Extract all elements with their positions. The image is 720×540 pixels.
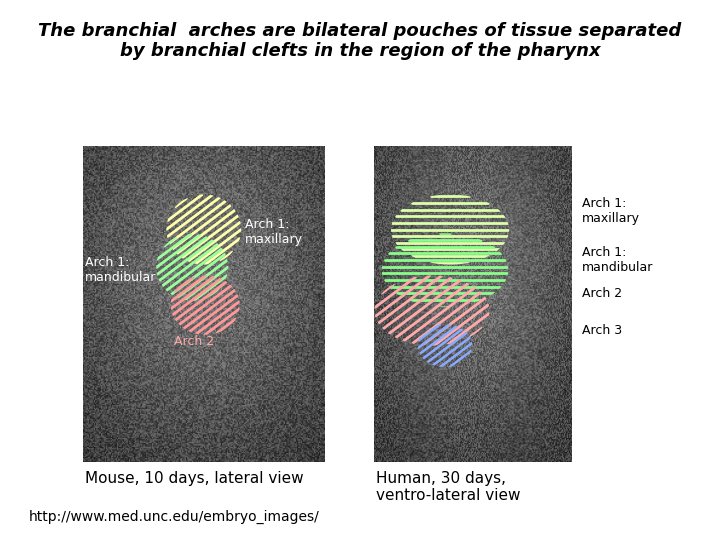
Text: Arch 2: Arch 2	[174, 335, 215, 348]
Text: The branchial  arches are bilateral pouches of tissue separated
by branchial cle: The branchial arches are bilateral pouch…	[38, 22, 682, 60]
Text: Arch 1:
mandibular: Arch 1: mandibular	[85, 256, 156, 284]
Text: Arch 1:
mandibular: Arch 1: mandibular	[582, 246, 653, 274]
Text: Arch 1:
maxillary: Arch 1: maxillary	[582, 197, 640, 225]
Text: Arch 2: Arch 2	[582, 287, 622, 300]
Text: Arch 3: Arch 3	[582, 324, 622, 337]
Text: http://www.med.unc.edu/embryo_images/: http://www.med.unc.edu/embryo_images/	[29, 510, 320, 524]
Text: Arch 1:
maxillary: Arch 1: maxillary	[245, 218, 303, 246]
Text: Human, 30 days,
ventro-lateral view: Human, 30 days, ventro-lateral view	[376, 471, 521, 503]
Text: Mouse, 10 days, lateral view: Mouse, 10 days, lateral view	[85, 471, 304, 486]
